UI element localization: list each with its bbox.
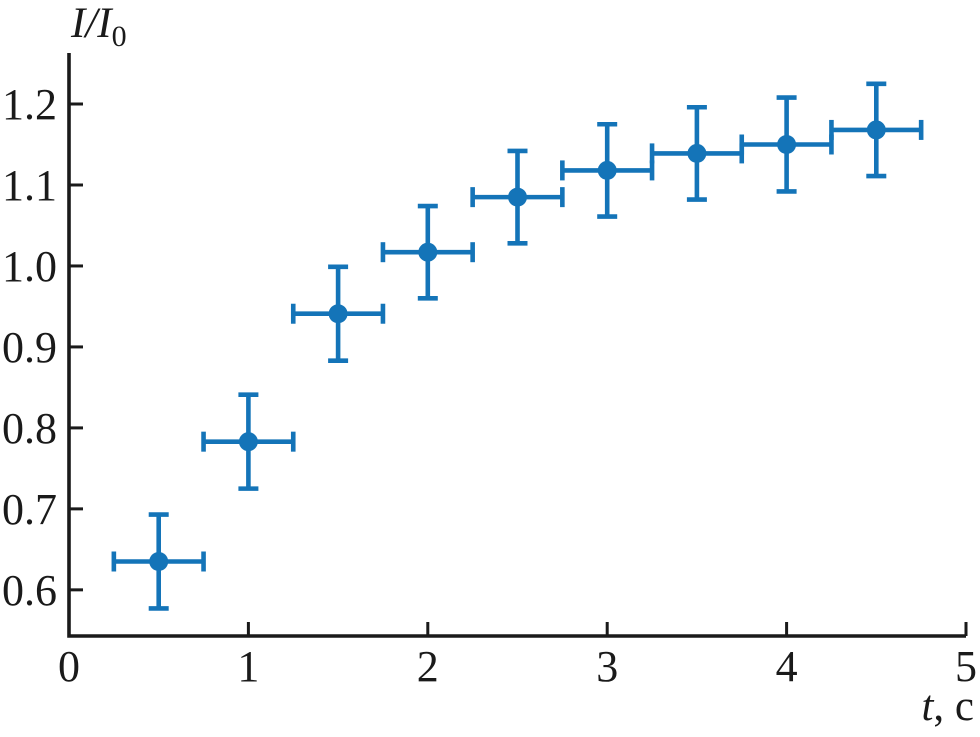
x-axis-title-variable: t xyxy=(921,683,934,730)
x-tick-label: 3 xyxy=(596,642,618,691)
x-tick-label: 4 xyxy=(776,642,798,691)
data-point-marker xyxy=(238,432,258,452)
y-tick-label: 1.1 xyxy=(2,161,57,210)
y-tick-label: 0.6 xyxy=(2,566,57,615)
x-axis-title-unit: , с xyxy=(933,683,974,730)
data-point-marker xyxy=(508,187,527,207)
x-tick-label: 5 xyxy=(955,642,977,691)
y-tick-label: 0.8 xyxy=(2,404,57,453)
y-axis-title-subscript: 0 xyxy=(111,20,127,53)
x-axis-title: t, с xyxy=(921,684,974,729)
data-point-marker xyxy=(597,160,617,180)
y-axis-title: I/I0 xyxy=(71,0,127,52)
y-tick-label: 1.0 xyxy=(2,242,57,291)
data-point-marker xyxy=(866,120,886,140)
y-tick-label: 0.9 xyxy=(2,323,57,372)
data-point-marker xyxy=(777,134,797,154)
data-point-marker xyxy=(149,552,169,572)
data-point-marker xyxy=(418,242,438,262)
x-tick-label: 2 xyxy=(417,642,439,691)
data-point-marker xyxy=(328,304,348,324)
y-tick-label: 1.2 xyxy=(2,80,57,129)
x-tick-label: 1 xyxy=(237,642,259,691)
y-axis-title-main: I/I xyxy=(71,0,112,47)
x-tick-label: 0 xyxy=(58,642,80,691)
y-tick-label: 0.7 xyxy=(2,485,57,534)
data-point-marker xyxy=(687,143,707,163)
